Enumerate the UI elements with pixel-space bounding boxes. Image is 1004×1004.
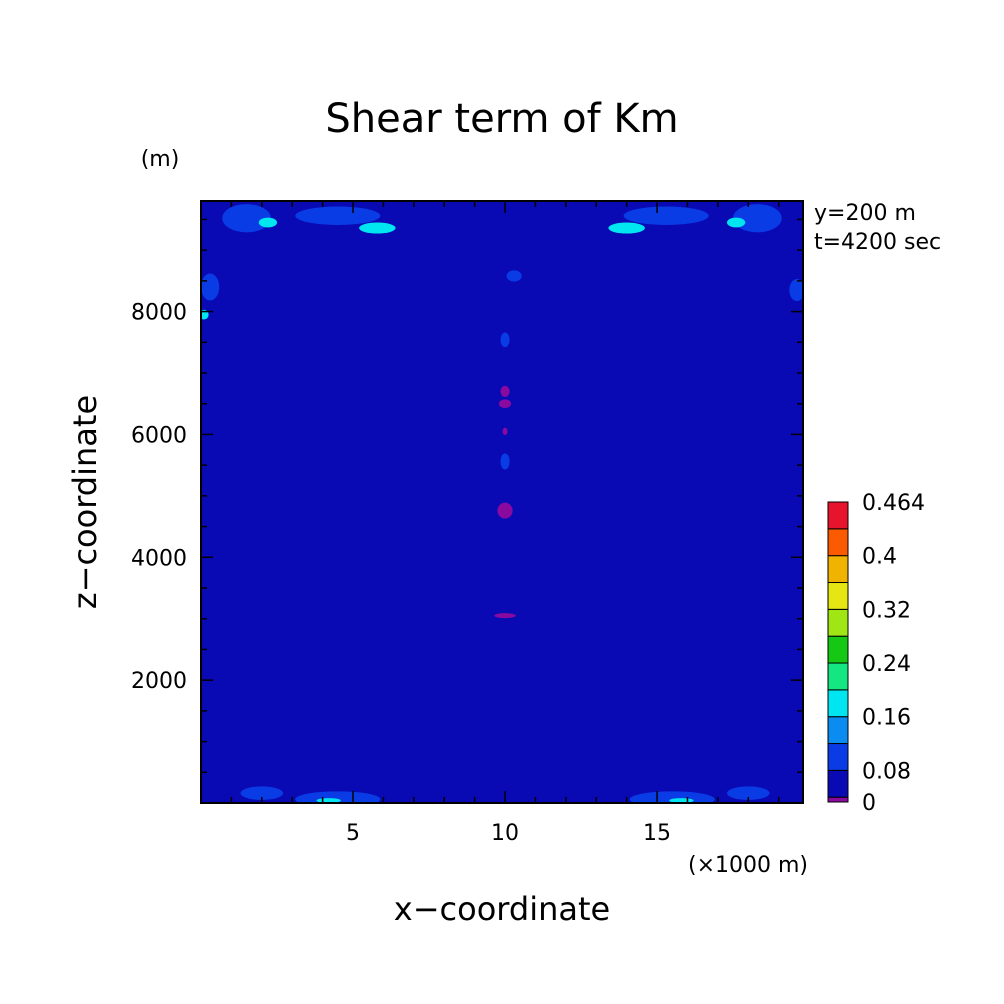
contour-patch	[500, 453, 510, 470]
colorbar-label: 0.32	[862, 598, 911, 623]
y-axis-label: z−coordinate	[66, 395, 104, 609]
colorbar-segment	[827, 796, 849, 803]
contour-patch	[500, 332, 510, 348]
contour-patch	[506, 270, 522, 282]
y-tick-label: 4000	[131, 546, 187, 571]
annotation-t: t=4200 sec	[814, 230, 941, 255]
colorbar-segment	[827, 689, 849, 718]
x-tick-label: 5	[346, 821, 360, 846]
y-unit-label: (m)	[141, 147, 180, 172]
y-tick-label: 2000	[131, 669, 187, 694]
y-tick-label: 8000	[131, 301, 187, 326]
plot-frame	[200, 200, 804, 804]
colorbar-segment	[827, 501, 849, 530]
plot-area	[201, 201, 803, 803]
contour-patch	[608, 222, 645, 234]
contour-patch	[295, 791, 381, 803]
contour-patch	[498, 399, 512, 409]
x-axis-label: x−coordinate	[394, 890, 610, 928]
y-tick-label: 6000	[131, 423, 187, 448]
colorbar-label: 0.08	[862, 759, 911, 784]
contour-patch	[359, 222, 396, 234]
contour-patch	[726, 786, 770, 800]
colorbar-segment	[827, 635, 849, 664]
annotation-y: y=200 m	[814, 201, 916, 226]
colorbar: 0 0.08 0.16 0.24 0.32 0.4 0.464	[827, 491, 925, 816]
field-background	[201, 201, 803, 803]
contour-patch	[623, 206, 709, 225]
colorbar-segment	[827, 582, 849, 610]
contour-patch	[629, 791, 715, 803]
contour-patch	[258, 217, 278, 228]
contour-patch	[789, 279, 803, 302]
colorbar-label: 0.464	[862, 491, 925, 516]
contour-patch	[222, 204, 271, 233]
contour-patch	[201, 273, 220, 301]
colorbar-label: 0.4	[862, 545, 897, 570]
chart-title: Shear term of Km	[325, 96, 678, 142]
contour-patch	[295, 206, 381, 225]
x-unit-label: (×1000 m)	[688, 853, 808, 878]
colorbar-label: 0.24	[862, 652, 911, 677]
contour-patch	[733, 204, 782, 233]
colorbar-segment	[827, 528, 849, 557]
colorbar-segment	[827, 769, 849, 798]
contour-patch	[502, 427, 508, 436]
colorbar-segment	[827, 716, 849, 745]
contour-patch	[726, 217, 746, 228]
colorbar-segment	[827, 662, 849, 691]
colorbar-label: 0	[862, 791, 876, 816]
x-tick-label: 10	[491, 821, 519, 846]
colorbar-segment	[827, 743, 849, 771]
x-tick-label: 15	[643, 821, 671, 846]
contour-patch	[240, 786, 284, 800]
colorbar-label: 0.16	[862, 706, 911, 731]
axis-ticks: 5 10 15 2000 4000 6000 8000	[131, 201, 803, 846]
colorbar-segment	[827, 555, 849, 584]
contour-patch	[497, 502, 513, 519]
colorbar-segment	[827, 608, 849, 637]
contour-patch	[500, 385, 510, 397]
contour-patch	[494, 613, 516, 619]
